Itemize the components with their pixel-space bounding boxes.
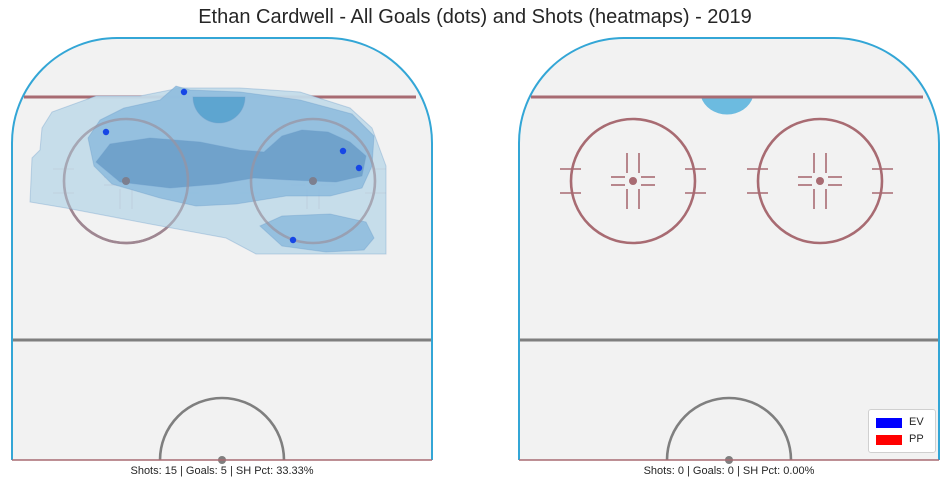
overlay-circle-right <box>249 117 377 245</box>
heatmap-level-1-1 <box>259 213 375 253</box>
right-ice <box>519 38 939 460</box>
left-panel-caption: Shots: 15 | Goals: 5 | SH Pct: 33.33% <box>130 465 314 477</box>
rink-panel-left <box>11 37 433 464</box>
rink-panel-right <box>518 37 940 464</box>
legend-label-pp: PP <box>909 433 924 445</box>
left-boards <box>11 37 433 460</box>
overlay-dot-left <box>122 177 130 185</box>
heatmap-level-2-0 <box>95 129 367 189</box>
right-center-circle <box>665 396 793 461</box>
goal-dot-0-2 <box>339 147 347 155</box>
goal-dot-0-3 <box>355 164 363 172</box>
legend-label-ev: EV <box>909 416 924 428</box>
right-panel-caption: Shots: 0 | Goals: 0 | SH Pct: 0.00% <box>643 465 815 477</box>
right-faceoff-dot-left <box>629 177 637 185</box>
chart-title: Ethan Cardwell - All Goals (dots) and Sh… <box>198 6 752 28</box>
right-faceoff-circle-left <box>569 117 697 245</box>
left-center-circle <box>158 396 286 461</box>
overlay-circle-left <box>62 117 190 245</box>
goal-dot-0-1 <box>102 128 110 136</box>
heatmap-level-3-0 <box>192 96 246 124</box>
right-faceoff-circle-right <box>756 117 884 245</box>
goal-dot-0-0 <box>180 88 188 96</box>
right-faceoff-dot-right <box>816 177 824 185</box>
goal-dot-0-4 <box>289 236 297 244</box>
legend-swatch-ev <box>876 418 902 428</box>
right-goal-crease <box>701 97 753 115</box>
right-boards <box>518 37 940 460</box>
legend-swatch-pp <box>876 435 902 445</box>
overlay-dot-right <box>309 177 317 185</box>
legend: EV PP <box>868 409 936 453</box>
